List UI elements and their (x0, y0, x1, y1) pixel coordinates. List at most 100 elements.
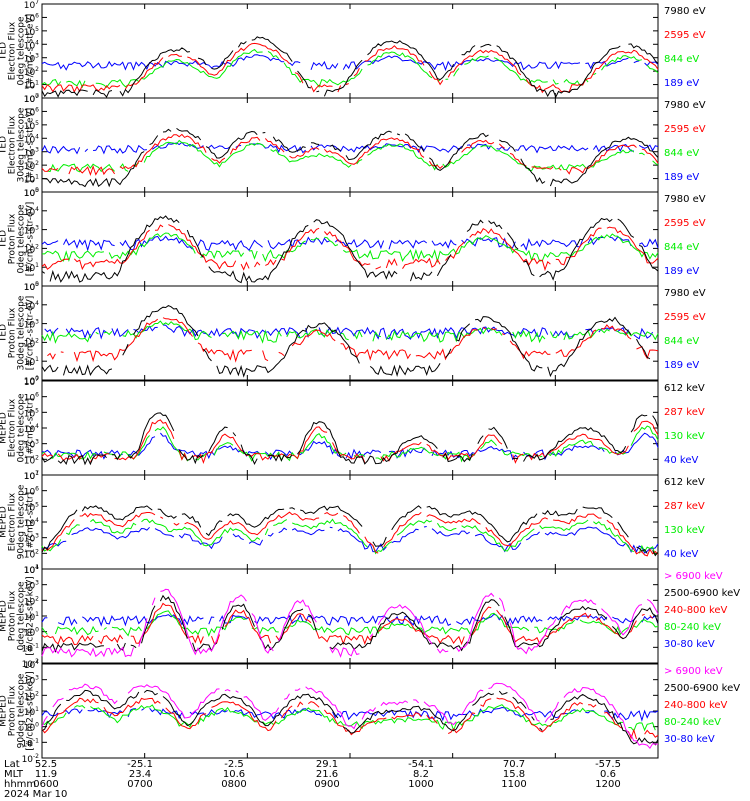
legend-entry: > 6900 keV (664, 666, 723, 677)
legend-entry: 40 keV (664, 549, 698, 560)
footer-date: 2024 Mar 10 (4, 789, 68, 800)
y-tick-label: 102 (24, 548, 39, 560)
y-tick-label: 100 (24, 722, 39, 734)
footer-hhmm-4: 1000 (408, 779, 434, 790)
footer-lat-4: -54.1 (408, 759, 434, 770)
y-tick-label: 103 (24, 533, 39, 545)
y-tick-label: 105 (24, 187, 39, 199)
y-tick-label: 101 (24, 262, 39, 274)
legend-entry: 2595 eV (664, 30, 706, 41)
y-tick-label: 107 (24, 93, 39, 105)
y-tick-label: 107 (24, 0, 39, 11)
y-tick-label: 104 (24, 659, 39, 671)
y-axis-title: TEDProton Flux0deg telescope[#/cm2-s-str… (0, 202, 36, 277)
y-axis-title: TEDElectron Flux30deg telescope[#/cm2-s-… (0, 107, 36, 182)
footer-lat-0: 52.5 (34, 759, 58, 770)
legend-entry: 844 eV (664, 148, 699, 159)
y-axis-title: MEPEDElectron Flux90deg telescope[#/cm2-… (0, 484, 36, 559)
panel-frame (41, 97, 659, 193)
legend-entry: 7980 eV (664, 6, 706, 17)
y-axis-title: TEDProton Flux30deg telescope[#/cm2-s-st… (0, 295, 36, 370)
legend-entry: 612 keV (664, 477, 705, 488)
series-trace (41, 419, 659, 465)
footer-lat-1: -25.1 (127, 759, 153, 770)
series-trace (41, 613, 659, 627)
legend-entry: 2595 eV (664, 218, 706, 229)
y-tick-label: 100 (24, 93, 39, 105)
legend-entry: 240-800 keV (664, 605, 728, 616)
y-axis-title: MEPEDProton Flux90deg telescope[#/cm2-s-… (0, 671, 36, 750)
footer-label-mlt: MLT (4, 769, 23, 780)
y-tick-label: 10-2 (22, 658, 40, 670)
footer-label-hhmm: hhmm (4, 779, 37, 790)
footer-lat-6: -57.5 (595, 759, 621, 770)
legend-entry: 2595 eV (664, 124, 706, 135)
series-trace (42, 232, 659, 264)
y-tick-label: 10-2 (22, 753, 40, 765)
y-tick-label: 10-1 (22, 737, 40, 749)
legend-entry: 7980 eV (664, 194, 706, 205)
panel-5: 101 102 103 104 105 106 107 MEPEDElectron Flux0… (0, 376, 705, 482)
y-tick-label: 101 (24, 470, 39, 482)
series-trace (41, 133, 659, 176)
series-trace (41, 505, 659, 557)
series-trace (41, 511, 659, 557)
y-tick-label: 105 (24, 120, 39, 132)
y-axis-title: MEPEDElectron Flux0deg telescope[#/cm2-s… (0, 393, 36, 463)
panel-6: 101 102 103 104 105 106 107 MEPEDElectron Flux9… (0, 470, 705, 576)
y-axis-title: MEPEDProton Flux0deg telescope[#/cm2-s-s… (0, 576, 36, 655)
y-tick-label: 105 (24, 501, 39, 513)
y-tick-label: 102 (24, 337, 39, 349)
y-tick-label: 102 (24, 454, 39, 466)
y-tick-label: 107 (24, 376, 39, 388)
y-tick-label: 104 (24, 300, 39, 312)
legend-entry: 40 keV (664, 455, 698, 466)
y-tick-label: 100 (24, 375, 39, 387)
footer-lat-3: 29.1 (315, 759, 339, 770)
y-tick-label: 103 (24, 319, 39, 331)
y-tick-label: 100 (24, 281, 39, 293)
series-trace (41, 682, 659, 750)
y-tick-label: 100 (24, 187, 39, 199)
series-trace (41, 54, 659, 72)
series-trace (41, 697, 659, 740)
legend-entry: 844 eV (664, 54, 699, 65)
footer-mlt-6: 0.6 (600, 769, 616, 780)
y-tick-label: 101 (24, 706, 39, 718)
y-tick-label: 104 (24, 517, 39, 529)
footer-mlt-3: 21.6 (315, 769, 339, 780)
legend-entry: 7980 eV (664, 288, 706, 299)
footer-hhmm-1: 0700 (127, 779, 153, 790)
y-tick-label: 104 (24, 423, 39, 435)
y-tick-label: 103 (24, 675, 39, 687)
legend-entry: 189 eV (664, 172, 699, 183)
panel-4: 100 101 102 103 104 105 TEDProton Flux30deg te… (0, 281, 706, 387)
y-tick-label: 102 (24, 690, 39, 702)
footer-row-mlt: MLT 11.9 23.4 10.6 21.6 8.2 15.8 0.6 (4, 769, 744, 781)
y-tick-label: 106 (24, 486, 39, 498)
legend-entry: 2595 eV (664, 312, 706, 323)
series-trace (41, 215, 659, 284)
footer-row-lat: Lat 52.5 -25.1 -2.5 29.1 -54.1 70.7 -57.… (4, 759, 744, 771)
series-trace (41, 689, 659, 746)
y-tick-label: 104 (24, 133, 39, 145)
legend-entry: 30-80 keV (664, 734, 715, 745)
legend-entry: 7980 eV (664, 100, 706, 111)
series-trace (41, 518, 659, 557)
series-trace (41, 42, 659, 94)
series-trace (41, 412, 659, 466)
series-trace (47, 317, 659, 363)
legend-entry: 189 eV (664, 360, 699, 371)
y-tick-label: 101 (24, 564, 39, 576)
y-tick-label: 103 (24, 439, 39, 451)
legend-entry: 80-240 keV (664, 622, 721, 633)
y-tick-label: 102 (24, 243, 39, 255)
series-trace (41, 526, 659, 554)
panel-frame (41, 568, 659, 664)
legend-entry: 130 keV (664, 431, 705, 442)
y-axis-title: TEDElectron Flux0deg telescope[#/cm2-s-s… (0, 14, 36, 89)
